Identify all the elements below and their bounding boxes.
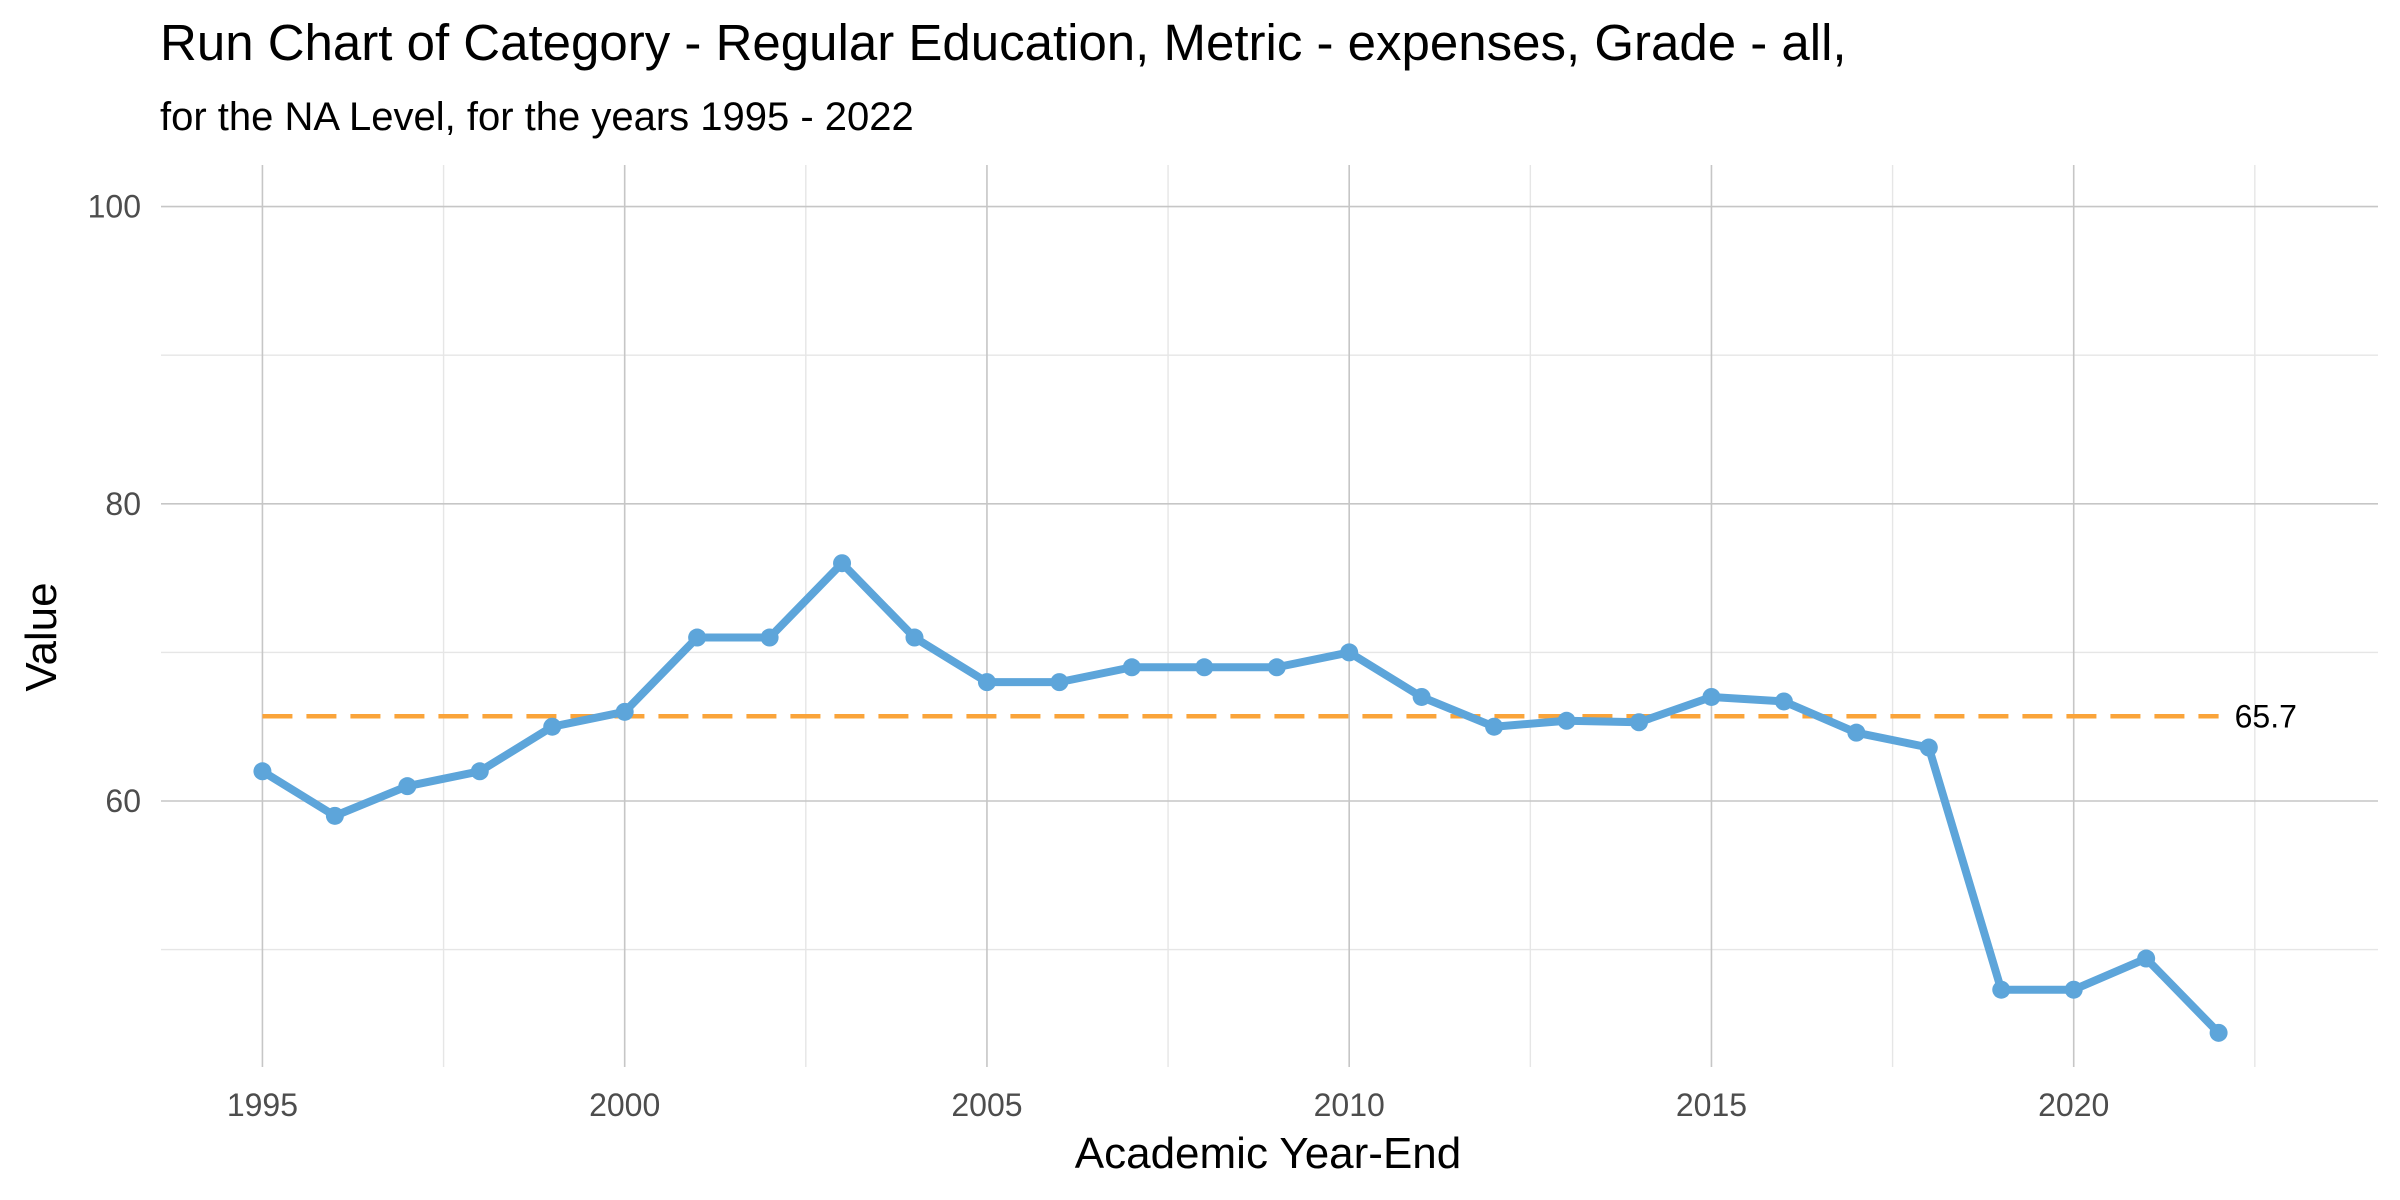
x-tick-label: 1995: [227, 1087, 298, 1123]
data-point: [1122, 658, 1141, 677]
data-point: [977, 673, 996, 692]
chart-subtitle: for the NA Level, for the years 1995 - 2…: [160, 95, 914, 139]
data-point: [833, 554, 852, 573]
data-point: [1485, 717, 1504, 736]
data-point: [470, 762, 489, 781]
data-point: [1557, 711, 1576, 730]
data-point: [905, 628, 924, 647]
data-point: [1267, 658, 1286, 677]
y-tick-label: 80: [105, 486, 141, 522]
x-tick-label: 2000: [589, 1087, 660, 1123]
data-point: [1050, 673, 1069, 692]
data-point: [2209, 1023, 2228, 1042]
x-tick-label: 2020: [2038, 1087, 2109, 1123]
x-tick-label: 2010: [1314, 1087, 1385, 1123]
data-point: [760, 628, 779, 647]
data-point: [688, 628, 707, 647]
data-point: [253, 762, 272, 781]
chart-title: Run Chart of Category - Regular Educatio…: [160, 14, 1847, 71]
mean-reference-label: 65.7: [2235, 698, 2297, 734]
data-point: [1702, 687, 1721, 706]
data-point: [1919, 738, 1938, 757]
data-point: [325, 806, 344, 825]
data-point: [615, 702, 634, 721]
axis-ticks: 1995 2000 2005 2010 2015 2020 60 80 100: [88, 189, 2110, 1123]
data-point: [543, 717, 562, 736]
y-axis-title: Value: [17, 582, 66, 691]
x-tick-label: 2015: [1676, 1087, 1747, 1123]
y-tick-label: 60: [105, 783, 141, 819]
data-point: [398, 777, 417, 796]
data-point: [1774, 692, 1793, 711]
y-tick-label: 100: [88, 189, 141, 225]
data-point: [1847, 723, 1866, 742]
data-point: [1630, 713, 1648, 732]
x-tick-label: 2005: [951, 1087, 1022, 1123]
data-point: [2137, 949, 2156, 968]
series-line: [258, 559, 2223, 1037]
data-point: [1992, 980, 2011, 999]
data-series: [253, 554, 2228, 1042]
data-point: [1412, 687, 1431, 706]
data-point: [1340, 643, 1359, 662]
x-axis-title: Academic Year-End: [1075, 1129, 1461, 1178]
reference-line-group: 65.7: [262, 698, 2297, 734]
data-point: [1195, 658, 1214, 677]
data-point: [2064, 980, 2083, 999]
grid: [161, 165, 2378, 1067]
